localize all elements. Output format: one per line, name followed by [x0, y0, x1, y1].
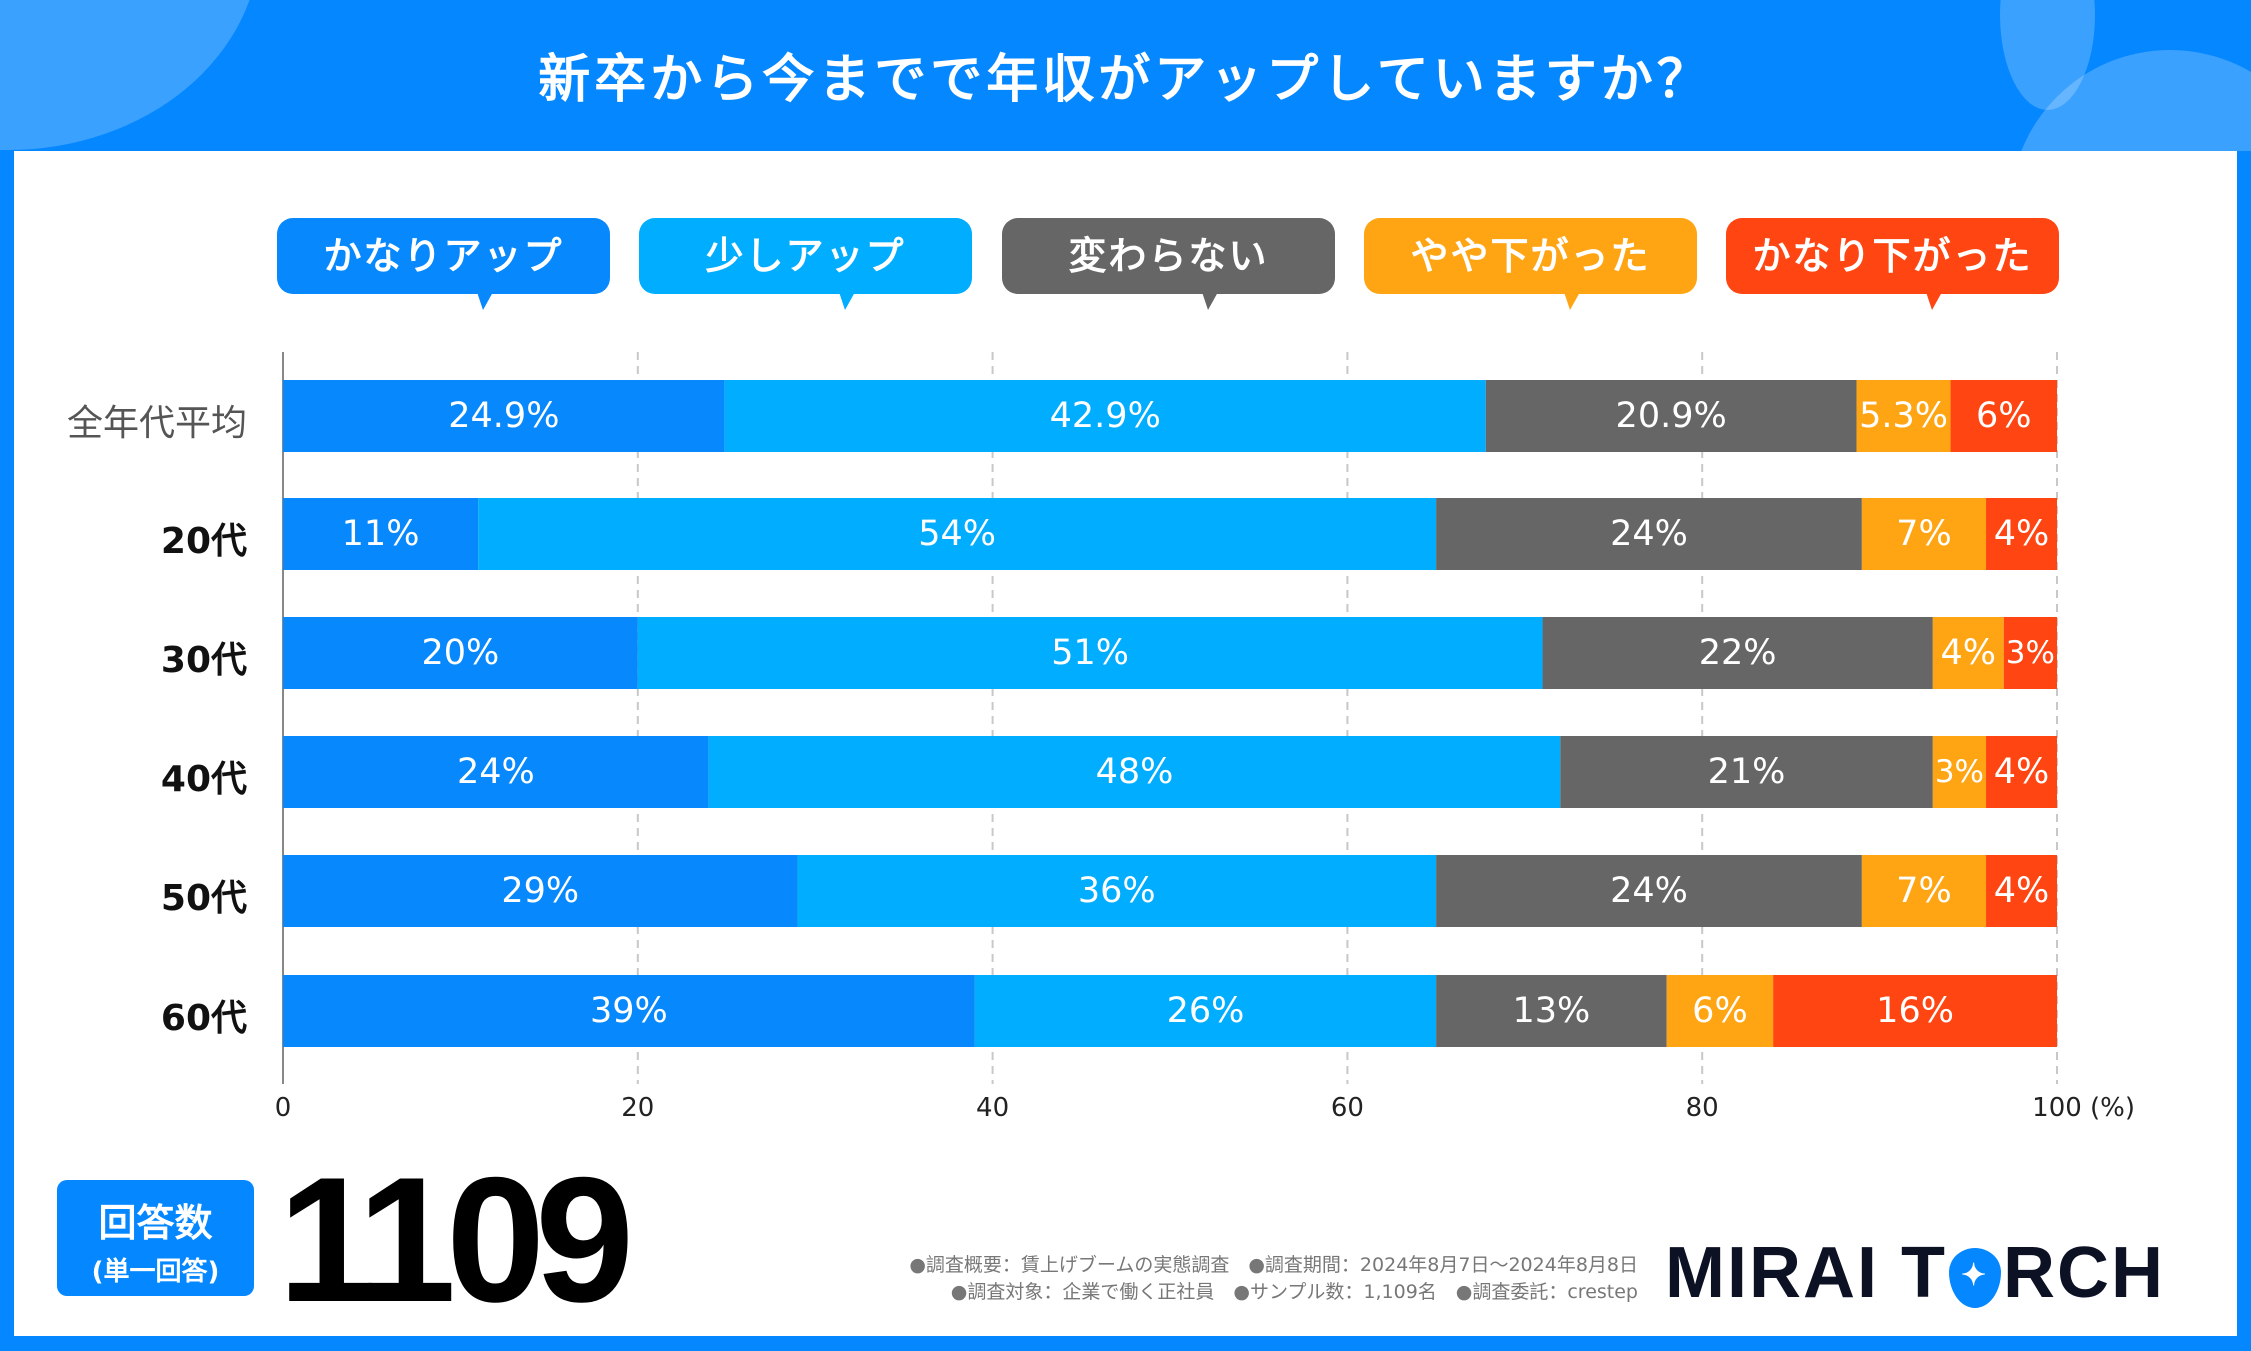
category-label: 30代	[160, 640, 247, 681]
category-label: 50代	[160, 878, 247, 919]
bar-segment	[637, 617, 1543, 689]
legend-item: やや下がった	[1364, 218, 1697, 310]
bar-segment	[1932, 736, 1987, 808]
data-label: 7%	[1896, 514, 1952, 554]
count-sublabel: (単一回答)	[91, 1257, 220, 1287]
bar-segment	[283, 380, 725, 452]
bar-segment	[283, 975, 975, 1047]
category-label: 40代	[160, 759, 247, 800]
mirai-torch-logo: MIRAI TRCH	[1665, 1237, 2165, 1309]
data-label: 4%	[1993, 514, 2050, 554]
x-tick-label: 40	[976, 1093, 1010, 1123]
category-label: 60代	[160, 998, 247, 1039]
bar-segment	[283, 617, 638, 689]
data-label: 24%	[456, 752, 535, 792]
category-label: 20代	[160, 521, 247, 562]
bar-segment	[1950, 380, 2057, 452]
bar-segment	[1986, 498, 2057, 570]
x-tick-label: 100	[2032, 1093, 2082, 1123]
data-label: 5.3%	[1859, 396, 1949, 436]
x-unit: (%)	[2090, 1093, 2135, 1123]
survey-note-2: ●調査対象：企業で働く正社員 ●サンプル数：1,109名 ●調査委託：crest…	[950, 1281, 1638, 1303]
data-label: 29%	[501, 871, 580, 911]
bar-segment	[1861, 498, 1987, 570]
bar-segment	[974, 975, 1437, 1047]
bar-segment	[797, 855, 1437, 927]
data-label: 36%	[1077, 871, 1156, 911]
legend-item: かなりアップ	[277, 218, 610, 310]
data-label: 6%	[1692, 991, 1748, 1031]
data-label: 13%	[1512, 991, 1591, 1031]
legend-item: 少しアップ	[639, 218, 972, 310]
data-label: 22%	[1698, 633, 1777, 673]
survey-note-1: ●調査概要：賃上げブームの実態調査 ●調査期間：2024年8月7日～2024年8…	[909, 1254, 1638, 1276]
bar-segment	[283, 855, 798, 927]
bar-segment	[1856, 380, 1951, 452]
data-label: 51%	[1051, 633, 1130, 673]
legend-item: かなり下がった	[1726, 218, 2059, 310]
bar-segment	[1861, 855, 1987, 927]
x-tick-label: 60	[1330, 1093, 1364, 1123]
data-label: 7%	[1896, 871, 1952, 911]
data-label: 4%	[1993, 752, 2050, 792]
data-label: 6%	[1976, 396, 2032, 436]
x-tick-label: 0	[274, 1093, 292, 1123]
bar-segment	[1666, 975, 1774, 1047]
bar-segment	[283, 498, 479, 570]
data-label: 24%	[1610, 871, 1688, 911]
header-banner	[0, 0, 2251, 151]
bar-segment	[1542, 617, 1933, 689]
x-tick-label: 80	[1685, 1093, 1719, 1123]
data-label: 24%	[1610, 514, 1688, 554]
data-label: 26%	[1166, 991, 1245, 1031]
response-count-badge: 回答数 (単一回答)	[57, 1180, 254, 1296]
x-tick-label: 20	[621, 1093, 655, 1123]
bar-segment	[1986, 736, 2057, 808]
bar-segment	[1932, 617, 2004, 689]
bar-segment	[1773, 975, 2057, 1047]
bar-segment	[283, 736, 709, 808]
data-label: 3%	[2005, 635, 2055, 671]
data-label: 42.9%	[1049, 396, 1161, 436]
data-label: 39%	[590, 991, 668, 1031]
bar-segment	[1436, 498, 1862, 570]
bar-segment	[478, 498, 1437, 570]
count-label: 回答数	[98, 1201, 213, 1245]
data-label: 3%	[1934, 754, 1985, 790]
data-label: 54%	[918, 514, 997, 554]
legend-item: 変わらない	[1002, 218, 1335, 310]
bar-segment	[1436, 855, 1862, 927]
data-label: 20%	[421, 633, 500, 673]
bar-segment	[1485, 380, 1857, 452]
data-label: 4%	[1993, 871, 2050, 911]
data-label: 21%	[1707, 752, 1786, 792]
bar-segment	[708, 736, 1561, 808]
data-label: 20.9%	[1615, 396, 1727, 436]
data-label: 16%	[1876, 991, 1954, 1031]
data-label: 11%	[341, 514, 420, 554]
bar-segment	[1560, 736, 1933, 808]
category-label: 全年代平均	[66, 403, 247, 444]
bar-segment	[2003, 617, 2057, 689]
data-label: 4%	[1940, 633, 1997, 673]
torch-flame-icon	[1948, 1247, 2001, 1308]
page-title: 新卒から今までで年収がアップしていますか？	[538, 50, 1713, 110]
bar-segment	[724, 380, 1486, 452]
bar-segment	[1436, 975, 1667, 1047]
data-label: 24.9%	[448, 396, 560, 436]
bar-segment	[1986, 855, 2057, 927]
response-count: 1109	[278, 1140, 634, 1339]
data-label: 48%	[1095, 752, 1174, 792]
